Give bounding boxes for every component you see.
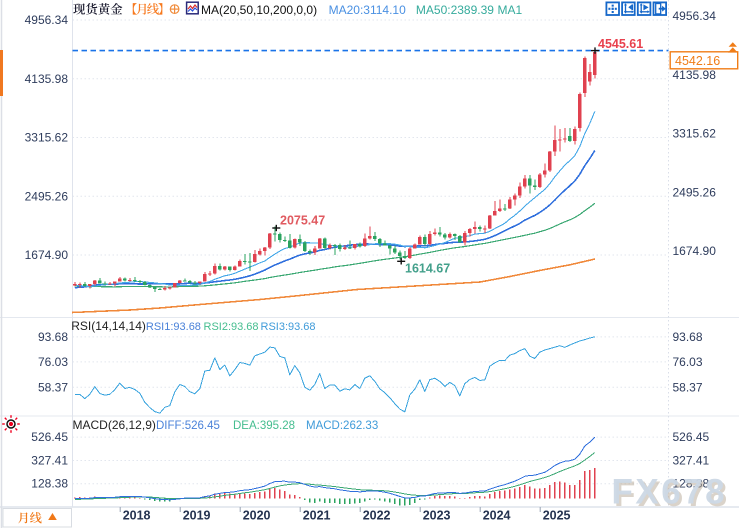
svg-text:76.03: 76.03 xyxy=(38,355,68,369)
svg-text:RSI3:93.68: RSI3:93.68 xyxy=(261,321,316,333)
svg-text:93.68: 93.68 xyxy=(673,330,703,344)
svg-text:128.38: 128.38 xyxy=(31,477,68,491)
svg-text:3315.62: 3315.62 xyxy=(25,131,69,145)
svg-text:2024: 2024 xyxy=(483,509,511,523)
svg-text:MA50:2389.39: MA50:2389.39 xyxy=(416,3,494,17)
svg-text:4545.61: 4545.61 xyxy=(598,37,643,51)
svg-text:RSI(14,14,14): RSI(14,14,14) xyxy=(71,319,146,333)
svg-text:2021: 2021 xyxy=(303,509,331,523)
svg-text:RSI1:93.68: RSI1:93.68 xyxy=(146,321,201,333)
svg-text:MA1: MA1 xyxy=(498,3,523,17)
svg-text:RSI2:93.68: RSI2:93.68 xyxy=(204,321,259,333)
svg-text:MA20:3114.10: MA20:3114.10 xyxy=(329,3,406,17)
svg-text:93.68: 93.68 xyxy=(38,330,68,344)
svg-text:128.38: 128.38 xyxy=(673,477,710,491)
svg-text:58.37: 58.37 xyxy=(673,380,703,394)
svg-text:MACD:262.33: MACD:262.33 xyxy=(306,420,378,432)
svg-text:MA(20,50,10,200,0,0): MA(20,50,10,200,0,0) xyxy=(201,3,317,17)
svg-text:1614.67: 1614.67 xyxy=(405,262,450,276)
svg-text:2022: 2022 xyxy=(363,509,391,523)
svg-text:4956.34: 4956.34 xyxy=(25,13,69,27)
svg-text:2019: 2019 xyxy=(183,509,211,523)
svg-text:4135.98: 4135.98 xyxy=(673,68,717,82)
svg-text:2018: 2018 xyxy=(123,509,151,523)
svg-text:FX678: FX678 xyxy=(612,473,728,512)
svg-text:327.41: 327.41 xyxy=(673,454,710,468)
svg-text:58.37: 58.37 xyxy=(38,380,68,394)
svg-text:MACD(26,12,9): MACD(26,12,9) xyxy=(73,418,156,432)
svg-text:2495.26: 2495.26 xyxy=(25,189,69,203)
svg-text:1674.90: 1674.90 xyxy=(673,244,717,258)
svg-text:DEA:395.28: DEA:395.28 xyxy=(233,420,295,432)
svg-text:3315.62: 3315.62 xyxy=(673,127,717,141)
svg-text:327.41: 327.41 xyxy=(31,454,68,468)
svg-text:2025: 2025 xyxy=(543,509,571,523)
svg-text:2023: 2023 xyxy=(423,509,451,523)
svg-text:1674.90: 1674.90 xyxy=(25,248,69,262)
svg-text:4135.98: 4135.98 xyxy=(25,72,69,86)
svg-text:76.03: 76.03 xyxy=(673,355,703,369)
svg-text:DIFF:526.45: DIFF:526.45 xyxy=(156,420,220,432)
svg-text:2495.26: 2495.26 xyxy=(673,185,717,199)
svg-text:4542.16: 4542.16 xyxy=(675,54,720,68)
svg-text:4956.34: 4956.34 xyxy=(673,9,717,23)
svg-text:526.45: 526.45 xyxy=(31,430,68,444)
svg-text:FX678: FX678 xyxy=(614,475,730,514)
svg-text:526.45: 526.45 xyxy=(673,430,710,444)
svg-text:2075.47: 2075.47 xyxy=(280,214,325,228)
svg-text:2020: 2020 xyxy=(243,509,271,523)
